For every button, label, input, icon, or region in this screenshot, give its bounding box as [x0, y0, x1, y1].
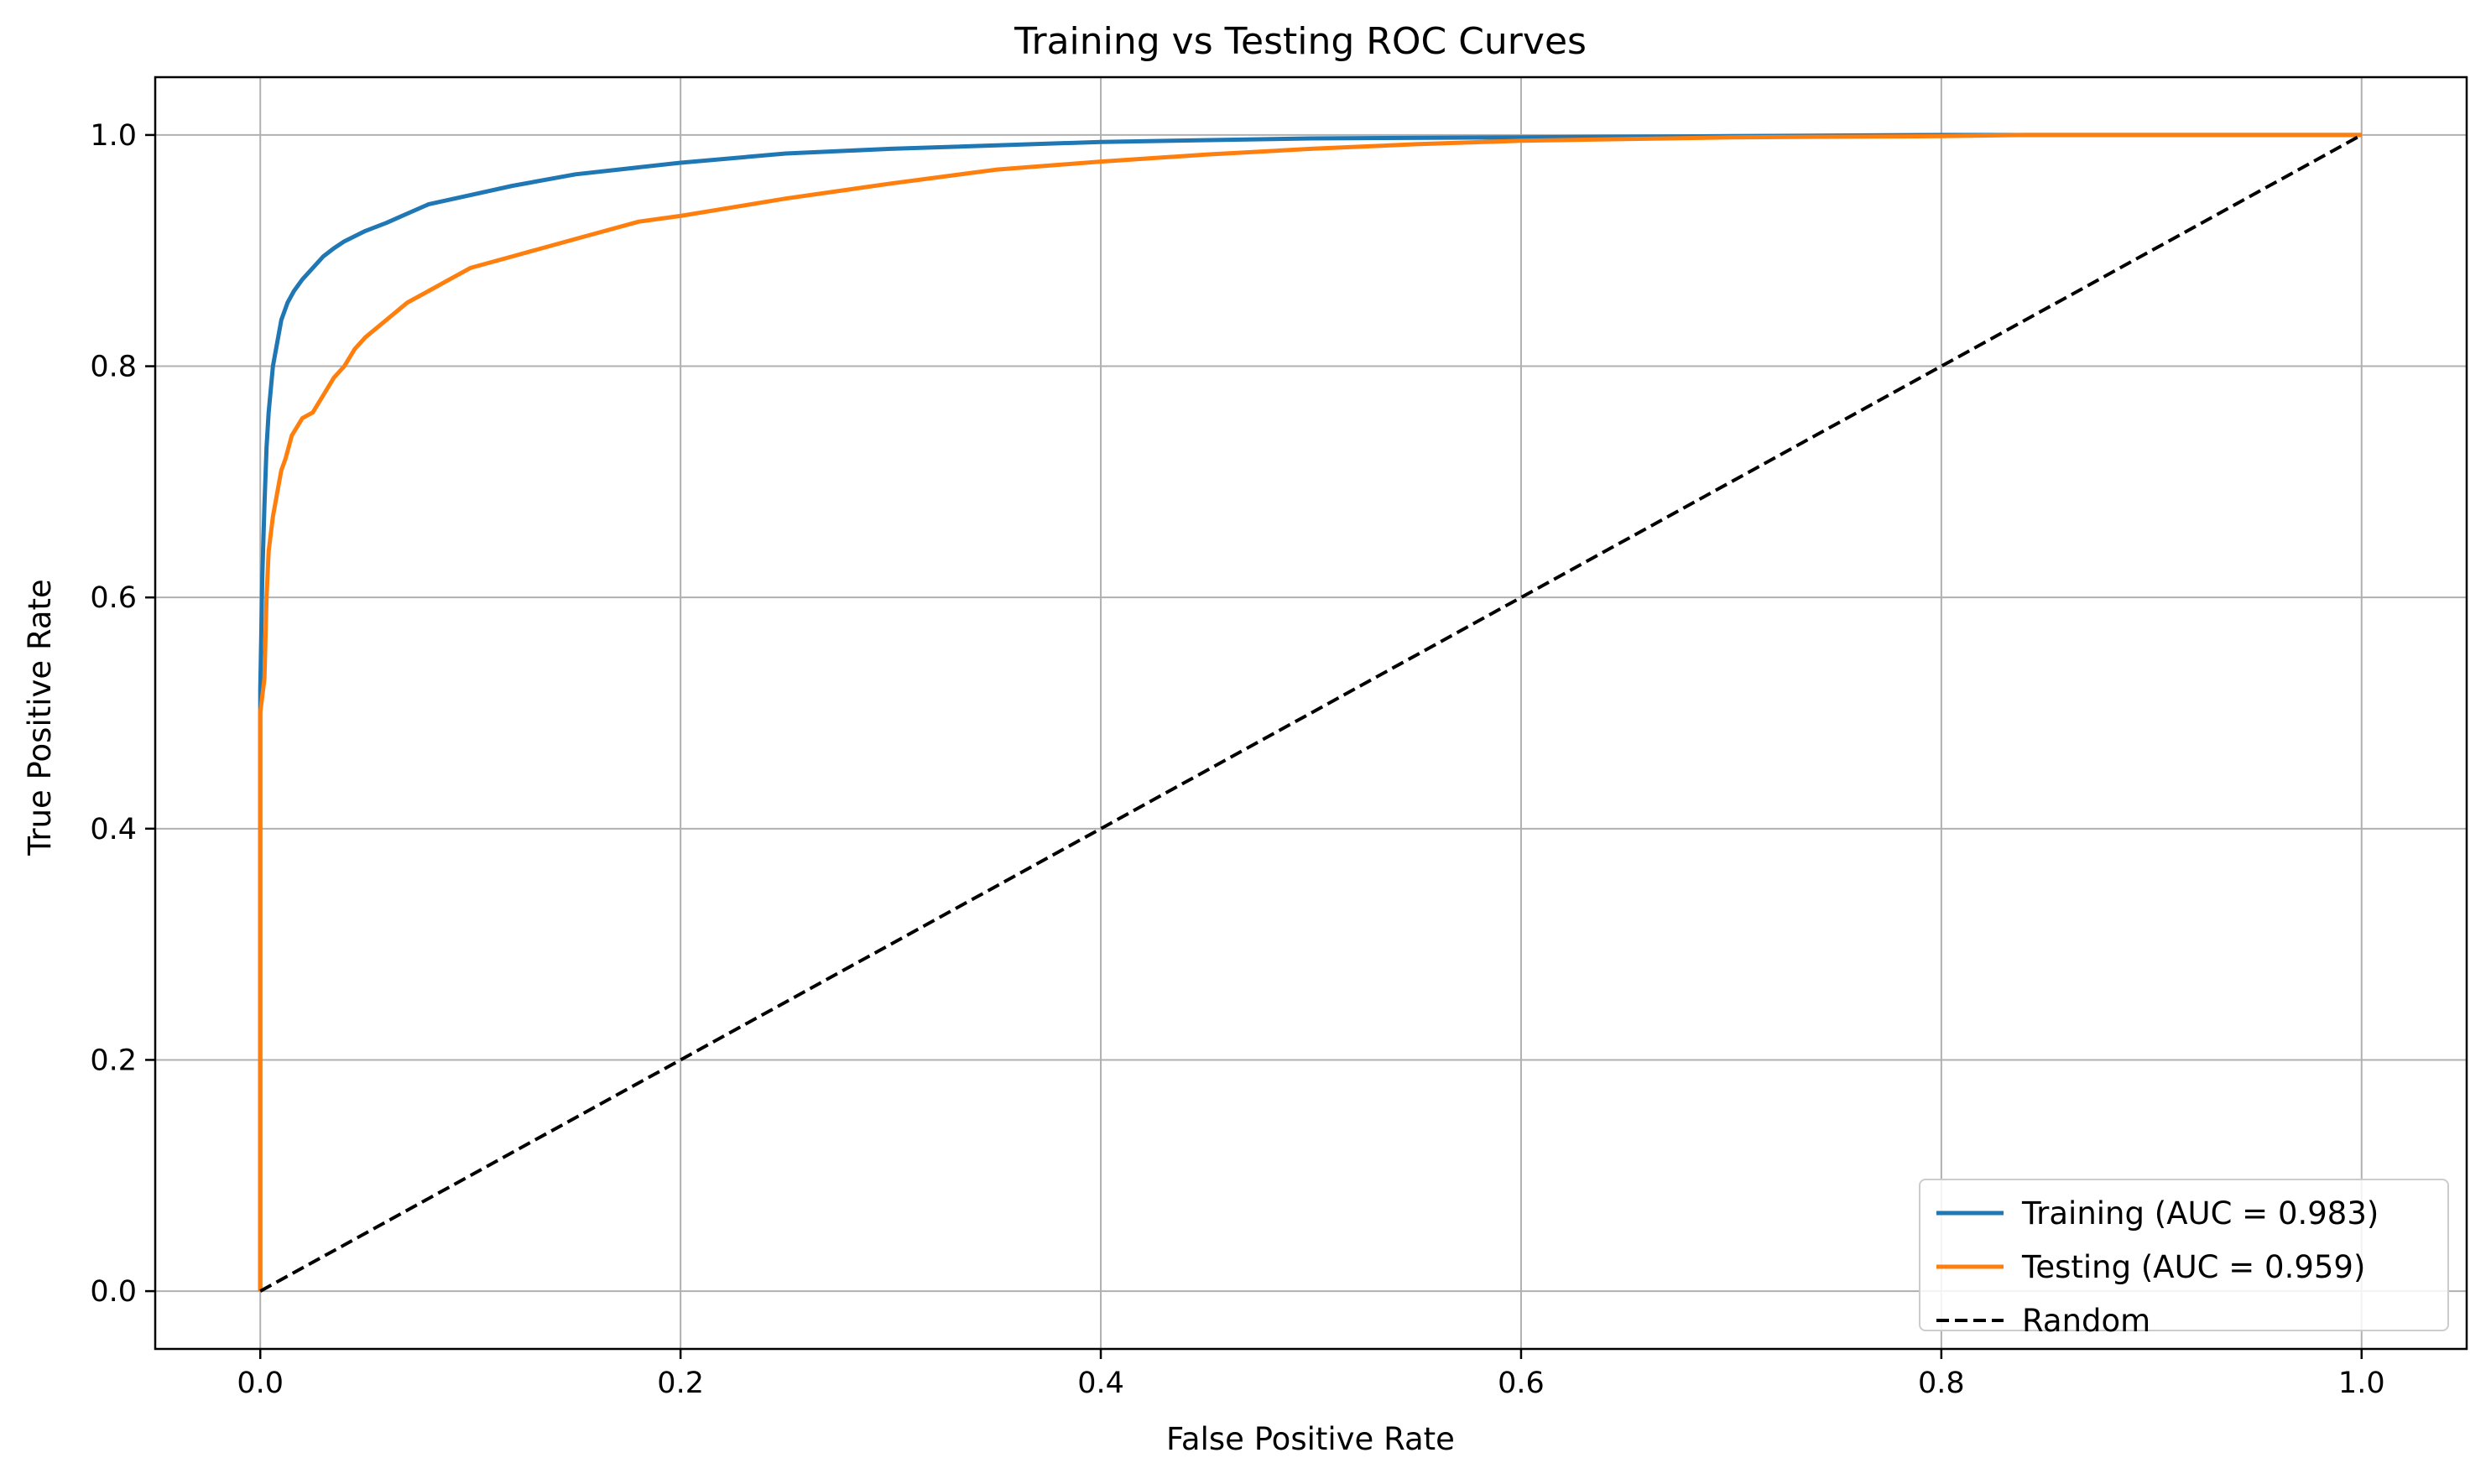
series-line-random — [259, 133, 2363, 1293]
legend-label: Training (AUC = 0.983) — [2021, 1195, 2379, 1231]
grid-lines — [155, 77, 2467, 1349]
y-axis-title: True Positive Rate — [22, 579, 58, 857]
y-tick-label: 0.8 — [90, 351, 137, 384]
x-tick-label: 0.8 — [1918, 1367, 1965, 1400]
series-line-training — [258, 133, 2362, 1292]
y-tick-label: 0.0 — [90, 1275, 137, 1309]
x-tick-label: 0.0 — [237, 1367, 284, 1400]
plot-lines — [258, 133, 2363, 1293]
x-tick-label: 0.6 — [1498, 1367, 1545, 1400]
tick-labels: 0.0 0.2 0.4 0.6 0.8 1.0 0.0 0.2 0.4 0.6 0.8 1.0 — [90, 119, 2384, 1400]
legend-label: Random — [2022, 1303, 2150, 1339]
x-tick-label: 0.4 — [1077, 1367, 1124, 1400]
x-tick-label: 1.0 — [2338, 1367, 2385, 1400]
y-tick-label: 0.4 — [90, 813, 137, 846]
series-line-testing — [258, 133, 2362, 1292]
y-tick-label: 0.6 — [90, 581, 137, 615]
chart-title: Training vs Testing ROC Curves — [1014, 20, 1587, 63]
x-tick-label: 0.2 — [657, 1367, 704, 1400]
legend: Training (AUC = 0.983) Testing (AUC = 0.9… — [1919, 1179, 2449, 1339]
x-axis-title: False Positive Rate — [1166, 1421, 1455, 1457]
y-tick-label: 0.2 — [90, 1044, 137, 1077]
y-tick-label: 1.0 — [90, 119, 137, 153]
axes-frame — [154, 76, 2468, 1351]
legend-label: Testing (AUC = 0.959) — [2021, 1249, 2365, 1285]
legend-box — [1919, 1179, 2449, 1331]
plot-frame — [154, 76, 2468, 1351]
